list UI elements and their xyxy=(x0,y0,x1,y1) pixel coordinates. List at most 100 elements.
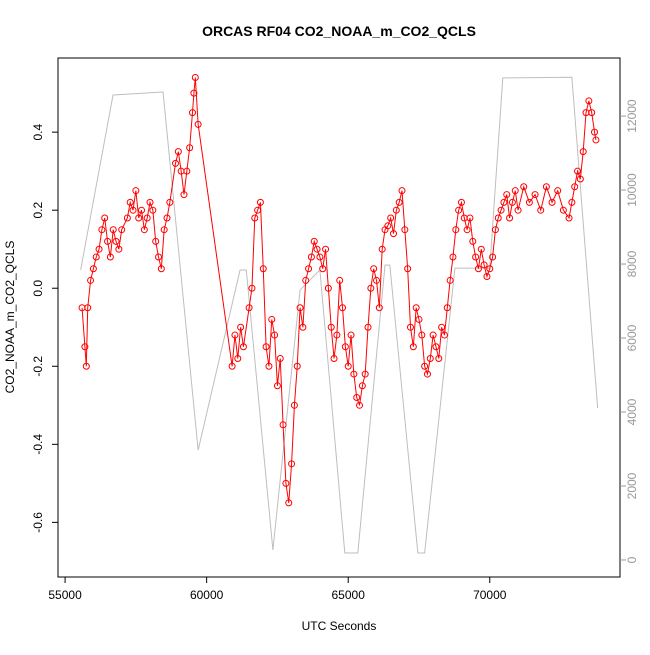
point xyxy=(477,245,485,253)
point xyxy=(310,237,318,245)
point xyxy=(307,253,315,261)
y-tick-label: 0.0 xyxy=(31,280,45,297)
point xyxy=(574,167,582,175)
point xyxy=(592,136,600,144)
point xyxy=(109,226,117,234)
y2-tick-label: 12000 xyxy=(625,99,639,133)
point xyxy=(285,499,293,507)
point xyxy=(191,74,199,82)
point xyxy=(491,226,499,234)
point xyxy=(347,331,355,339)
point xyxy=(265,362,273,370)
point xyxy=(373,276,381,284)
point xyxy=(415,315,423,323)
point xyxy=(494,214,502,222)
point xyxy=(166,198,174,206)
point xyxy=(194,120,202,128)
point xyxy=(344,362,352,370)
x-axis-label: UTC Seconds xyxy=(302,619,377,633)
y-tick-label: 0.4 xyxy=(31,123,45,140)
point xyxy=(324,284,332,292)
y2-tick-label: 0 xyxy=(625,556,639,563)
point xyxy=(183,167,191,175)
point xyxy=(92,253,100,261)
point xyxy=(398,187,406,195)
point xyxy=(341,343,349,351)
point xyxy=(245,304,253,312)
point xyxy=(115,245,123,253)
point xyxy=(542,183,550,191)
point xyxy=(248,284,256,292)
point xyxy=(239,343,247,351)
point xyxy=(443,304,451,312)
point xyxy=(290,401,298,409)
y2-tick-label: 6000 xyxy=(625,324,639,351)
point xyxy=(435,354,443,362)
point xyxy=(293,362,301,370)
point xyxy=(82,362,90,370)
point xyxy=(440,331,448,339)
x-tick-label: 70000 xyxy=(473,588,507,602)
point xyxy=(429,331,437,339)
point xyxy=(188,109,196,117)
point xyxy=(180,191,188,199)
point xyxy=(452,226,460,234)
point xyxy=(228,362,236,370)
point xyxy=(565,214,573,222)
point xyxy=(299,323,307,331)
point xyxy=(302,276,310,284)
point xyxy=(163,214,171,222)
point xyxy=(356,401,364,409)
point xyxy=(157,265,165,273)
point xyxy=(571,183,579,191)
point xyxy=(271,331,279,339)
point xyxy=(322,245,330,253)
y2-tick-label: 10000 xyxy=(625,173,639,207)
point xyxy=(384,222,392,230)
point xyxy=(421,362,429,370)
point xyxy=(149,206,157,214)
point xyxy=(500,198,508,206)
point xyxy=(132,187,140,195)
point xyxy=(370,265,378,273)
point xyxy=(469,237,477,245)
point xyxy=(350,370,358,378)
point xyxy=(585,97,593,105)
point xyxy=(160,226,168,234)
point xyxy=(503,191,511,199)
point xyxy=(520,183,528,191)
point xyxy=(279,421,287,429)
point xyxy=(404,265,412,273)
y-tick-label: 0.2 xyxy=(31,202,45,219)
point xyxy=(480,261,488,269)
point xyxy=(339,304,347,312)
point xyxy=(330,354,338,362)
point xyxy=(231,331,239,339)
point xyxy=(554,187,562,195)
point xyxy=(486,265,494,273)
point xyxy=(262,343,270,351)
point xyxy=(378,245,386,253)
point xyxy=(455,206,463,214)
point xyxy=(568,198,576,206)
point xyxy=(537,206,545,214)
point xyxy=(353,393,361,401)
point xyxy=(418,331,426,339)
point xyxy=(406,323,414,331)
y2-tick-label: 8000 xyxy=(625,250,639,277)
point xyxy=(237,323,245,331)
point xyxy=(483,273,491,281)
point xyxy=(118,226,126,234)
point xyxy=(390,230,398,238)
point xyxy=(358,382,366,390)
series-line xyxy=(81,77,597,503)
point xyxy=(559,206,567,214)
point xyxy=(84,304,92,312)
point xyxy=(305,265,313,273)
point xyxy=(449,253,457,261)
point xyxy=(288,460,296,468)
point xyxy=(126,198,134,206)
point xyxy=(367,284,375,292)
point xyxy=(89,265,97,273)
point xyxy=(186,144,194,152)
